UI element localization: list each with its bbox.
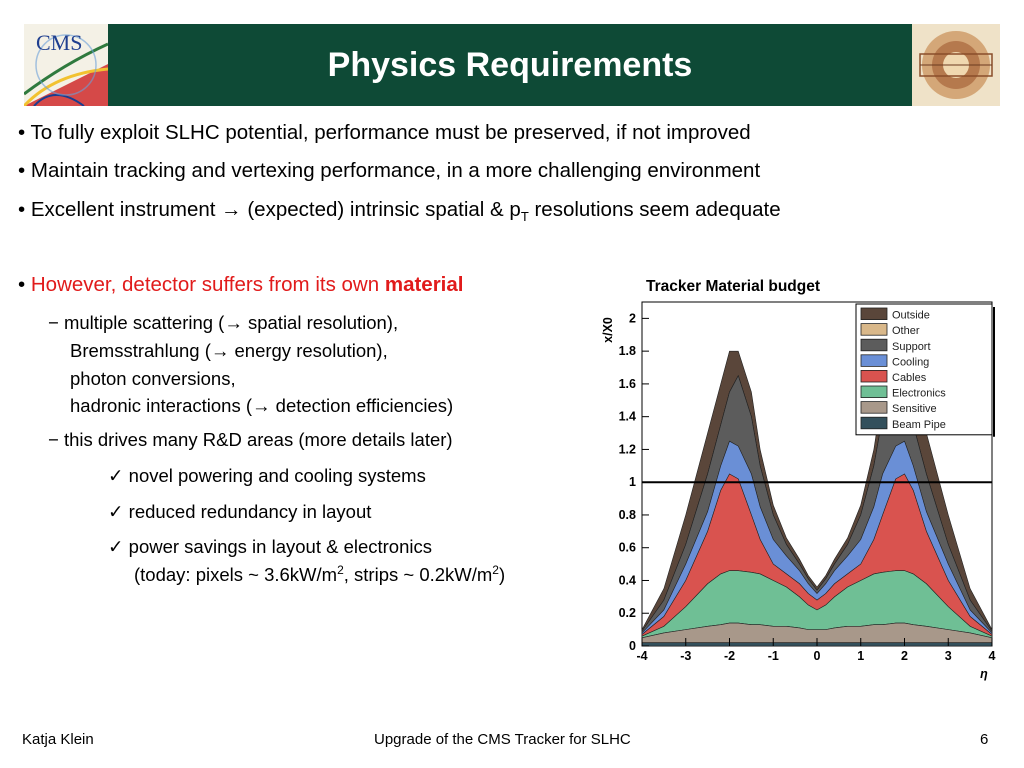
legend-label: Other [892, 325, 920, 337]
sub-item-bremsstrahlung: Bremsstrahlung (→ energy resolution), [70, 340, 388, 361]
legend-swatch [860, 385, 888, 399]
legend-swatch [860, 354, 888, 367]
legend-swatch [860, 307, 888, 321]
legend-swatch [860, 323, 888, 336]
x-tick-label: 1 [857, 649, 864, 663]
x-tick-label: 3 [945, 649, 952, 663]
legend-swatch [860, 370, 888, 383]
bullet-text: (expected) intrinsic spatial & p [241, 198, 521, 221]
x-tick-label: 4 [989, 649, 996, 663]
sub-item-photon-conversions: photon conversions, [70, 368, 236, 389]
x-tick-label: -2 [724, 649, 735, 663]
y-tick-label: 2 [629, 311, 636, 325]
bullet-maintain-tracking: • Maintain tracking and vertexing perfor… [18, 159, 761, 182]
power-text: (today: pixels ~ 3.6kW/m [134, 564, 338, 586]
bullet-text: resolutions seem adequate [528, 198, 781, 221]
power-text: , strips ~ 0.2kW/m [343, 564, 493, 586]
y-tick-label: 1 [629, 475, 636, 489]
x-tick-label: -1 [768, 649, 779, 663]
page-title: Physics Requirements [327, 45, 693, 84]
legend-swatch [860, 401, 888, 414]
sub-item-rd-areas: − this drives many R&D areas (more detai… [48, 429, 453, 450]
chart-svg: 0 0.2 0.4 0.6 0.8 1 1.2 1.4 1.6 1.8 2 -4 -3 -2 -1 0 1 2 3 4… [601, 301, 996, 681]
y-tick-label: 1.4 [619, 410, 636, 424]
footer-author: Katja Klein [22, 731, 94, 748]
tracker-photo-icon [912, 24, 1000, 106]
legend-label: Sensitive [892, 403, 937, 415]
power-figures: (today: pixels ~ 3.6kW/m2, strips ~ 0.2k… [134, 563, 505, 586]
check-text: novel powering and cooling systems [123, 465, 426, 486]
x-axis-label: η [980, 667, 988, 681]
legend-label: Support [892, 341, 931, 353]
chart-title: Tracker Material budget [646, 278, 821, 295]
x-tick-label: 0 [814, 649, 821, 663]
material-budget-chart: 0 0.2 0.4 0.6 0.8 1 1.2 1.4 1.6 1.8 2 -4 -3 -2 -1 0 1 2 3 4… [594, 296, 1004, 688]
legend-label: Cables [892, 372, 927, 384]
check-text: power savings in layout & electronics [123, 536, 432, 557]
check-item-power-savings: ✓ power savings in layout & electronics [108, 536, 432, 558]
legend-label: Cooling [892, 356, 929, 368]
footer-talk-title: Upgrade of the CMS Tracker for SLHC [374, 731, 631, 748]
x-tick-label: -3 [680, 649, 691, 663]
superscript-text: 2 [492, 563, 499, 577]
subscript-text: T [520, 209, 529, 225]
x-tick-label: 2 [901, 649, 908, 663]
legend-label: Electronics [892, 388, 946, 400]
bullet-exploit-potential: • To fully exploit SLHC potential, perfo… [18, 121, 751, 144]
superscript-text: 2 [337, 563, 344, 577]
check-text: reduced redundancy in layout [123, 501, 372, 522]
cms-logo-text: CMS [36, 30, 82, 55]
y-tick-label: 0.4 [619, 573, 636, 587]
material-warning-text: However, detector suffers from its own [30, 273, 385, 296]
check-item-powering: ✓ novel powering and cooling systems [108, 465, 426, 487]
material-keyword: material [384, 273, 464, 296]
sub-item-multiple-scattering: − multiple scattering (→ spatial resolut… [48, 312, 399, 333]
title-bar [24, 24, 1000, 106]
y-tick-label: 0.6 [619, 541, 636, 555]
legend-label: Beam Pipe [892, 419, 946, 431]
y-tick-label: 1.2 [619, 442, 636, 456]
y-tick-label: 1.6 [619, 377, 636, 391]
y-tick-label: 1.8 [619, 344, 636, 358]
y-tick-label: 0.2 [619, 606, 636, 620]
y-tick-label: 0.8 [619, 508, 636, 522]
sub-item-hadronic-interactions: hadronic interactions (→ detection effic… [70, 395, 454, 416]
bullet-excellent-instrument: • Excellent instrument → (expected) intr… [18, 198, 781, 224]
power-text: ) [498, 564, 506, 586]
bullet-marker: • [18, 273, 31, 296]
y-tick-label: 0 [629, 639, 636, 653]
checkmark-icon: ✓ [108, 536, 124, 557]
legend-swatch [860, 338, 888, 352]
checkmark-icon: ✓ [108, 501, 124, 522]
legend-label: Outside [892, 310, 930, 322]
cms-logo-icon: CMS [24, 24, 108, 106]
checkmark-icon: ✓ [108, 465, 124, 486]
arrow-icon: → [221, 198, 242, 221]
page-number: 6 [980, 731, 989, 748]
x-tick-label: -4 [636, 649, 647, 663]
legend-swatch [860, 416, 888, 430]
bullet-material: • However, detector suffers from its own… [18, 273, 463, 297]
bullet-text: • Excellent instrument [18, 198, 222, 221]
check-item-redundancy: ✓ reduced redundancy in layout [108, 501, 371, 523]
y-axis-label: x/X0 [601, 317, 615, 343]
